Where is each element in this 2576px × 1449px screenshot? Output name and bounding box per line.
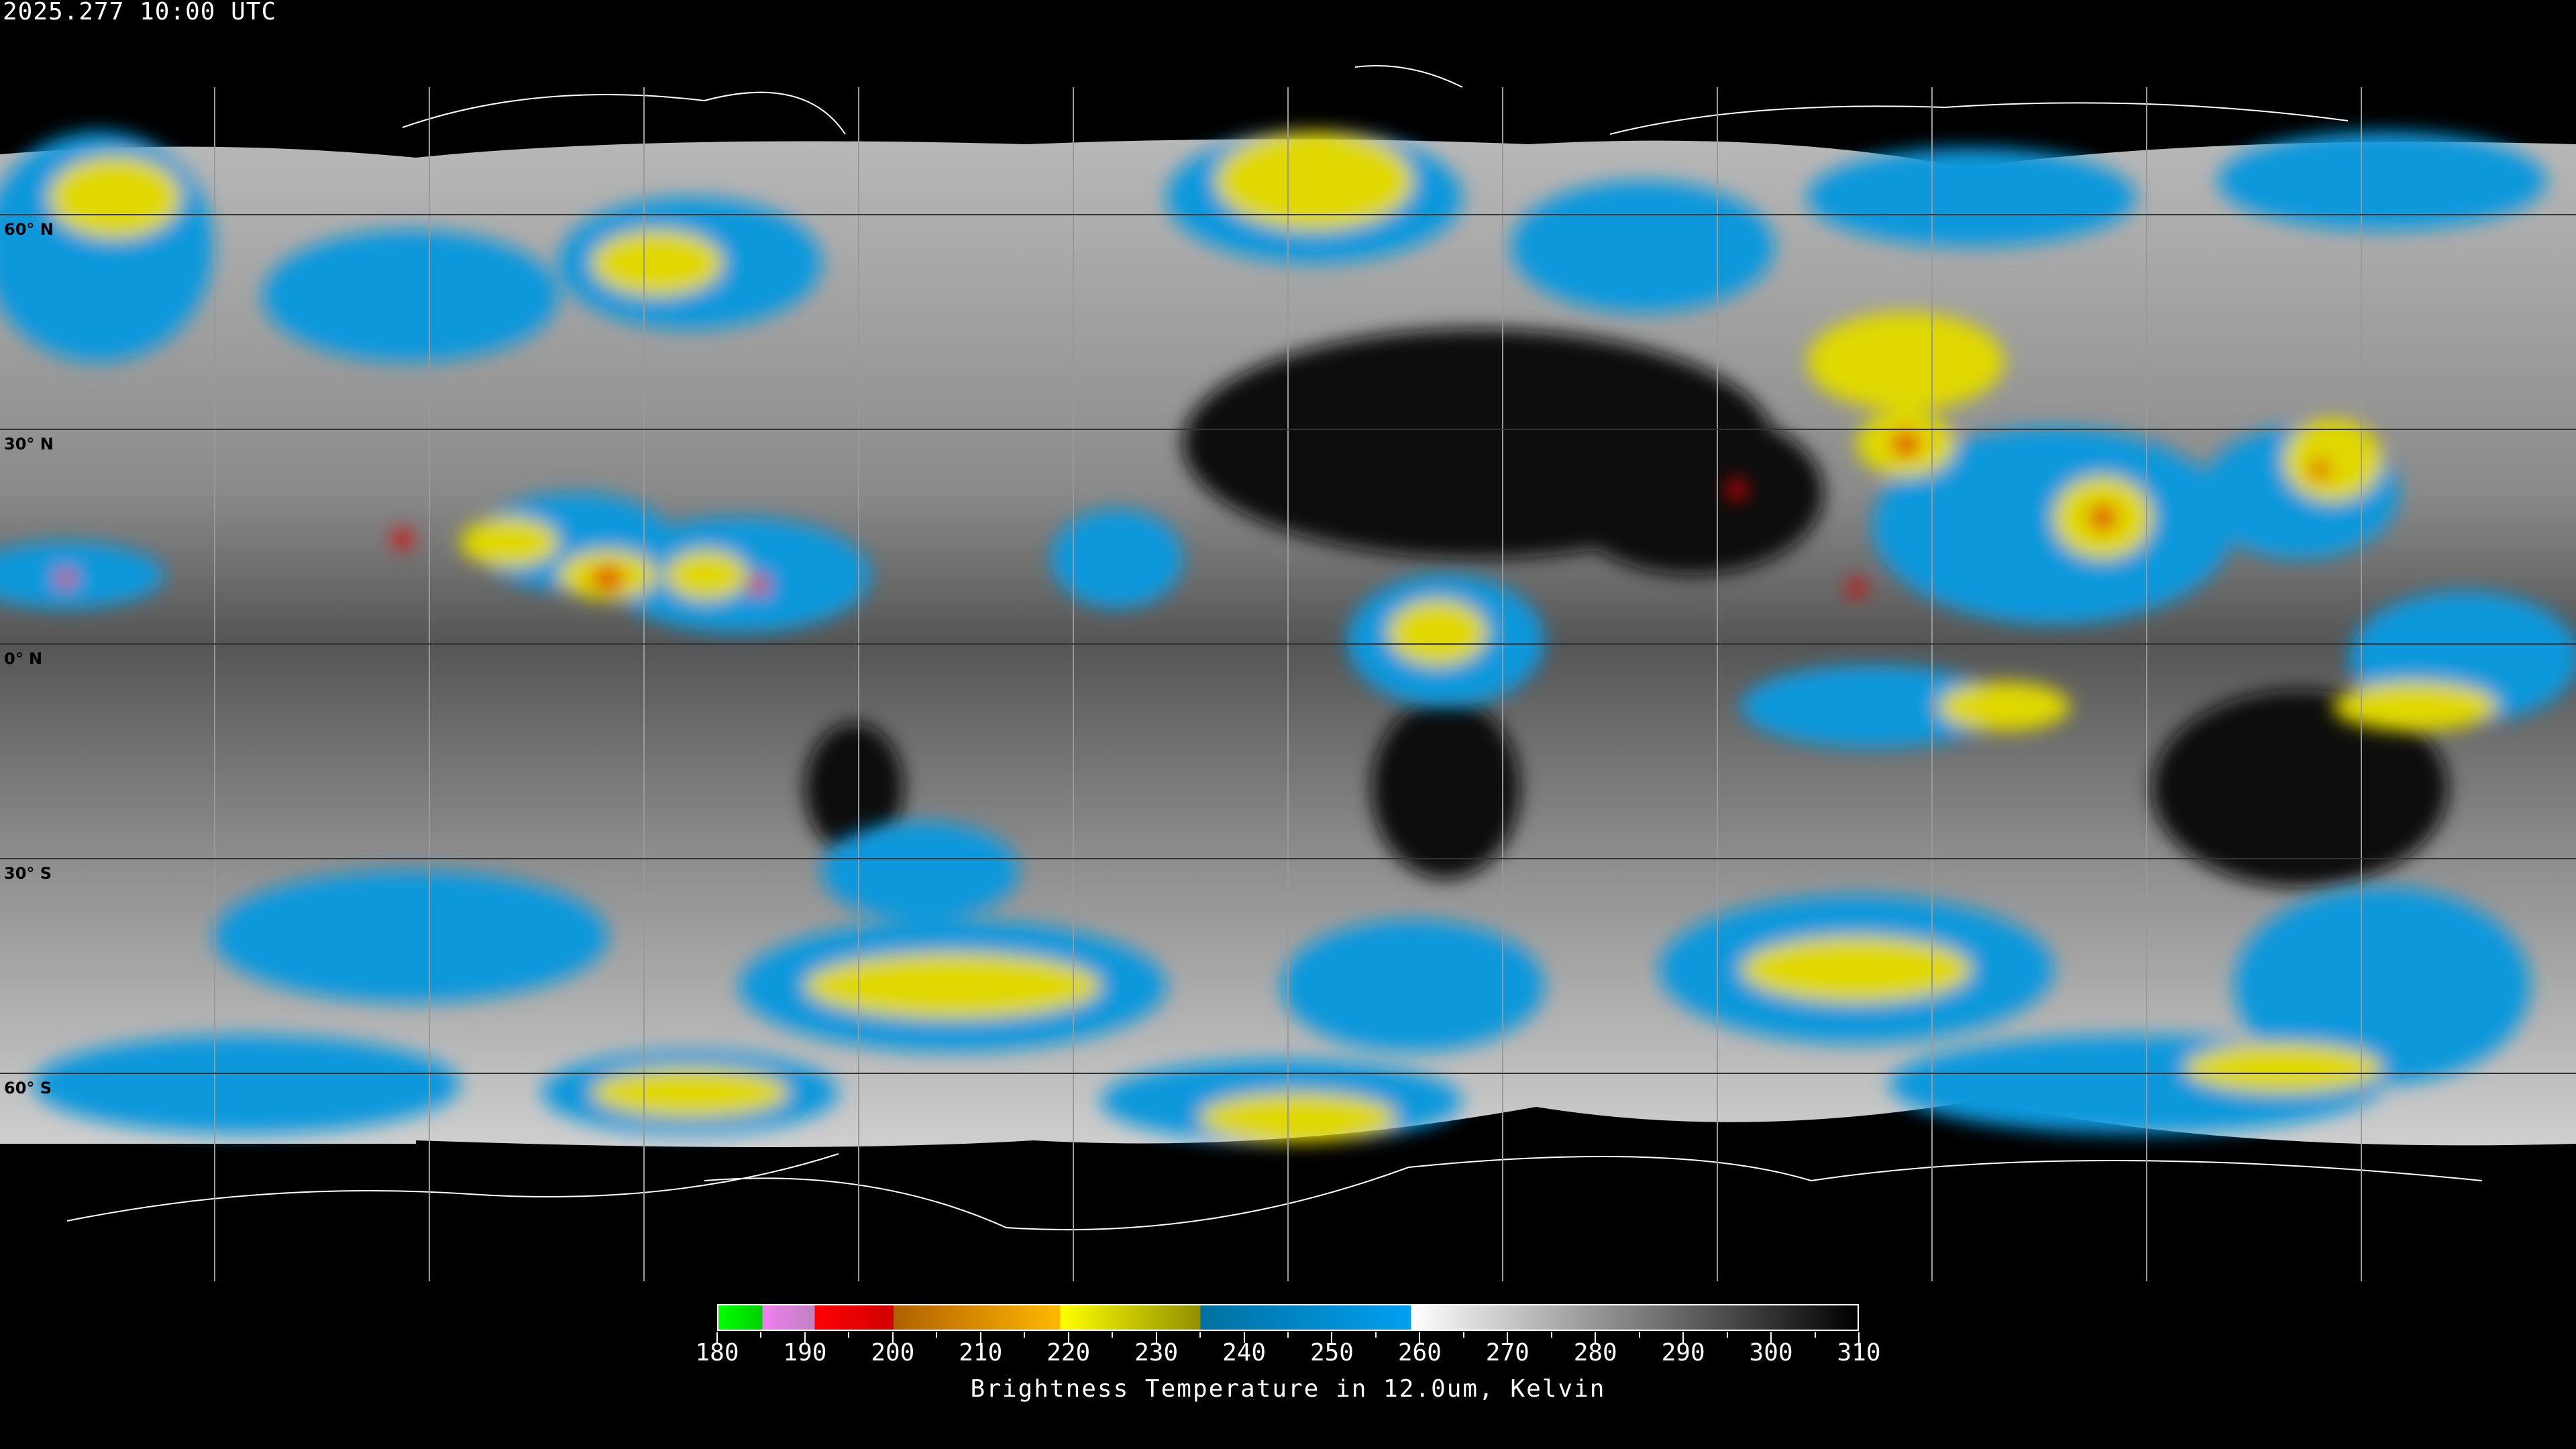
colorbar-tick xyxy=(1112,1332,1114,1338)
colorbar-tick-label: 270 xyxy=(1485,1339,1529,1366)
clear-region xyxy=(1371,698,1520,879)
colorbar-tick-label: 240 xyxy=(1222,1339,1267,1366)
cloud-red-core xyxy=(2090,504,2116,531)
colorbar-tick xyxy=(1858,1332,1860,1343)
cloud-red-core xyxy=(1726,480,1747,500)
colorbar-tick xyxy=(892,1332,894,1343)
cloud-yellow xyxy=(49,156,181,239)
colorbar-tick-label: 260 xyxy=(1397,1339,1442,1366)
latitude-label: 60° S xyxy=(4,1079,52,1097)
cloud-yellow xyxy=(1938,682,2070,731)
colorbar-tick xyxy=(1770,1332,1772,1343)
colorbar-tick xyxy=(1331,1332,1333,1343)
colorbar-tick xyxy=(1155,1332,1157,1343)
cloud-yellow xyxy=(2185,1043,2383,1093)
colorbar-tick xyxy=(1462,1332,1464,1338)
cloud-red-core xyxy=(2310,460,2330,480)
cloud-blue xyxy=(1281,920,1545,1052)
cloud-yellow xyxy=(2332,682,2498,731)
cloud-yellow xyxy=(1807,312,2004,411)
cloud-yellow xyxy=(1388,599,1487,665)
colorbar-tick xyxy=(716,1332,718,1343)
colorbar-tick xyxy=(1287,1332,1289,1338)
cloud-red-core xyxy=(749,575,769,595)
colorbar-tick xyxy=(1682,1332,1684,1343)
cloud-blue xyxy=(32,1034,460,1134)
clear-sky-land-regions xyxy=(805,328,2449,888)
latitude-label: 30° N xyxy=(4,435,54,453)
cloud-blue xyxy=(213,870,608,1002)
cloud-blue xyxy=(1872,427,2235,625)
colorbar-tick-label: 290 xyxy=(1661,1339,1705,1366)
cloud-blue xyxy=(262,229,559,362)
colorbar-tick-label: 230 xyxy=(1134,1339,1179,1366)
colorbar-tick-label: 280 xyxy=(1573,1339,1617,1366)
colorbar-tick xyxy=(1199,1332,1201,1338)
cloud-yellow xyxy=(1741,936,1972,1002)
cloud-yellow xyxy=(591,1067,789,1118)
cloud-yellow xyxy=(460,517,559,567)
cloud-blue xyxy=(1511,180,1774,313)
colorbar-tick xyxy=(1550,1332,1552,1338)
colorbar-tick xyxy=(1595,1332,1597,1343)
cloud-yellow xyxy=(665,550,748,600)
colorbar-tick xyxy=(1638,1332,1640,1338)
colorbar-tick xyxy=(1024,1332,1026,1338)
colorbar-tick xyxy=(1243,1332,1245,1343)
colorbar-tick xyxy=(979,1332,981,1343)
colorbar-tick xyxy=(1375,1332,1377,1338)
cloud-blue xyxy=(1051,509,1183,608)
colorbar-tick xyxy=(760,1332,762,1338)
cloud-red-core xyxy=(1846,580,1867,596)
cloud-red-core xyxy=(1892,430,1919,457)
cloud-red-core xyxy=(56,570,76,587)
colorbar-tick xyxy=(1067,1332,1069,1343)
colorbar-tick-label: 200 xyxy=(871,1339,915,1366)
cloud-blue xyxy=(1741,665,2004,748)
colorbar-tick xyxy=(1726,1332,1728,1338)
colorbar-title: Brightness Temperature in 12.0um, Kelvin xyxy=(970,1375,1606,1403)
colorbar xyxy=(717,1304,1859,1331)
cloud-red-core xyxy=(392,529,413,549)
clear-region xyxy=(2152,690,2449,888)
colorbar-tick-label: 180 xyxy=(695,1339,739,1366)
cloud-blue xyxy=(2234,887,2530,1085)
colorbar-tick xyxy=(848,1332,850,1338)
colorbar-tick-label: 310 xyxy=(1837,1339,1881,1366)
cloud-yellow xyxy=(805,953,1101,1019)
colorbar-tick xyxy=(804,1332,806,1343)
cloud-features xyxy=(0,131,2576,1142)
colorbar-tick-label: 300 xyxy=(1749,1339,1793,1366)
latitude-label: 60° N xyxy=(4,220,54,239)
cloud-red-core xyxy=(591,566,625,590)
coastlines xyxy=(66,65,2483,1231)
cloud-yellow xyxy=(1199,1092,1397,1142)
latitude-label: 30° S xyxy=(4,864,52,883)
timestamp-title: 2025.277 10:00 UTC xyxy=(3,0,277,25)
colorbar-tick xyxy=(936,1332,938,1338)
cloud-yellow xyxy=(591,229,723,296)
cloud-blue xyxy=(1807,148,2136,247)
colorbar-tick xyxy=(1419,1332,1421,1343)
colorbar-tick-label: 250 xyxy=(1309,1339,1354,1366)
colorbar-tick xyxy=(1814,1332,1816,1338)
colorbar-tick-label: 220 xyxy=(1046,1339,1091,1366)
clear-region xyxy=(1560,411,1824,576)
colorbar-tick-label: 190 xyxy=(783,1339,827,1366)
clear-region xyxy=(805,722,904,855)
cloud-blue xyxy=(0,542,164,608)
cloud-yellow xyxy=(2284,419,2383,501)
cloud-blue xyxy=(821,821,1019,920)
colorbar-tick-label: 210 xyxy=(959,1339,1003,1366)
cloud-blue xyxy=(2218,131,2546,230)
satellite-ir-map xyxy=(0,65,2576,1281)
cloud-yellow xyxy=(1216,131,1413,230)
latitude-label: 0° N xyxy=(4,649,43,668)
colorbar-tick xyxy=(1507,1332,1509,1343)
lat-lon-gridlines xyxy=(0,87,2576,1281)
